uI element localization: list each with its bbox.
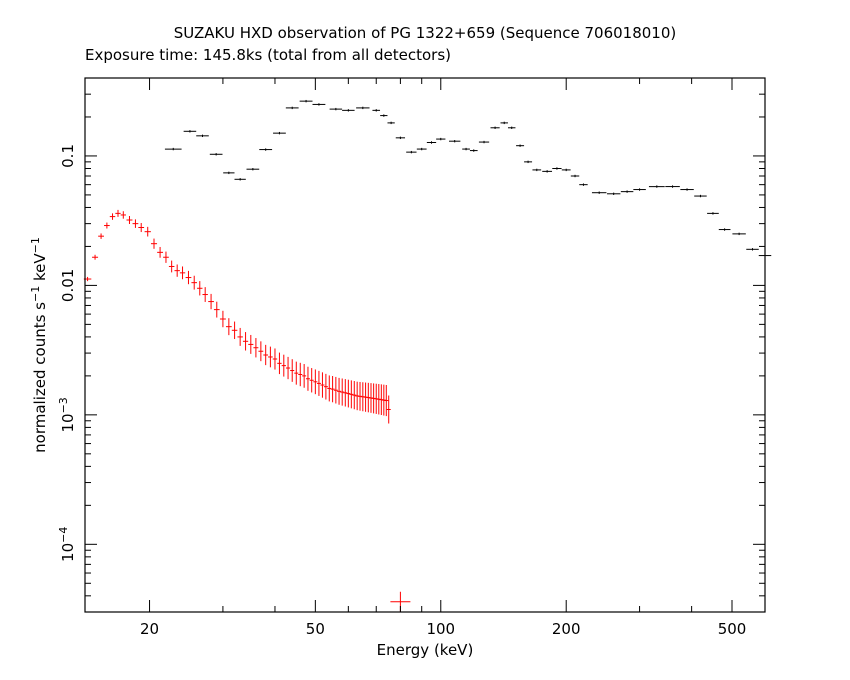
chart-title: SUZAKU HXD observation of PG 1322+659 (S… [174,24,676,42]
x-axis-label: Energy (keV) [377,641,474,659]
x-tick-label: 100 [426,620,455,638]
y-axis-label-mid: keV [31,253,49,286]
y-axis-label-sup1: −1 [29,286,42,302]
chart-subtitle: Exposure time: 145.8ks (total from all d… [85,46,451,64]
y-tick-label-base: 0.01 [59,269,77,302]
x-tick-label: 20 [140,620,159,638]
y-tick-label-exponent: −4 [57,527,70,543]
x-tick-label: 200 [552,620,581,638]
y-tick-label-base: 10 [59,543,77,562]
y-tick-label-exponent: −3 [57,397,70,413]
plot-frame [84,77,766,613]
y-tick-label-base: 10 [59,413,77,432]
y-tick-label: 10−4 [57,527,77,562]
series-1 [83,209,411,612]
y-tick-label: 0.01 [59,269,77,302]
y-tick-label: 10−3 [57,397,77,432]
series-0 [164,99,772,257]
series-layer [83,99,772,612]
y-axis-label-sup2: −1 [29,237,42,253]
y-axis-label-base: normalized counts s [31,302,49,453]
x-tick-label: 500 [718,620,747,638]
x-tick-label: 50 [306,620,325,638]
y-axis-label: normalized counts s−1 keV−1 [29,237,49,453]
y-tick-label: 0.1 [59,144,77,168]
y-tick-label-base: 0.1 [59,144,77,168]
